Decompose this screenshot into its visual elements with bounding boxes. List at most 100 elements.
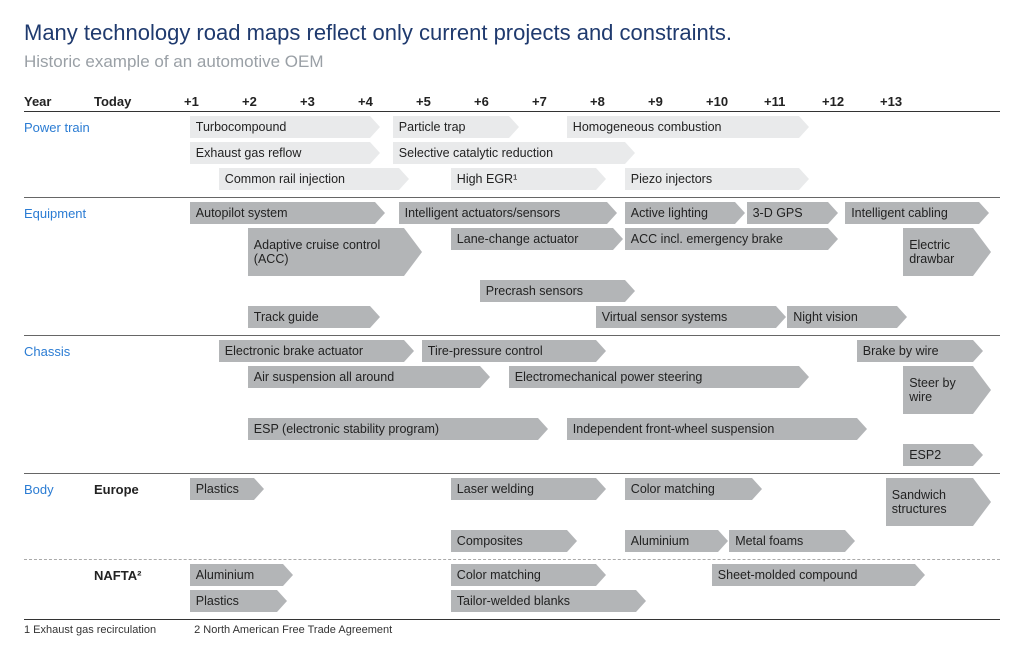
roadmap-bar: Plastics: [190, 478, 254, 500]
lane: Autopilot system Intelligent actuators/se…: [184, 202, 1000, 226]
subcategory-label: [94, 116, 184, 194]
subcategory-label: [94, 340, 184, 470]
roadmap-section: NAFTA² Aluminium Color matching Sheet-molde…: [24, 560, 1000, 619]
lane: Aluminium Color matching Sheet-molded comp…: [184, 564, 1000, 588]
lane: ESP2: [184, 444, 1000, 468]
roadmap-bar: Intelligent actuators/sensors: [399, 202, 608, 224]
page-subtitle: Historic example of an automotive OEM: [24, 52, 1000, 72]
subcategory-label: NAFTA²: [94, 564, 184, 616]
roadmap-bar: Air suspension all around: [248, 366, 480, 388]
roadmap-bar: Night vision: [787, 306, 897, 328]
roadmap-section: Power train Turbocompound Particle trap Hom…: [24, 112, 1000, 198]
roadmap-bar: Intelligent cabling: [845, 202, 978, 224]
lanes: Autopilot system Intelligent actuators/se…: [184, 202, 1000, 332]
roadmap-bar: Autopilot system: [190, 202, 376, 224]
category-label: Equipment: [24, 202, 94, 332]
category-label: [24, 564, 94, 616]
lane: ESP (electronic stability program) Indepe…: [184, 418, 1000, 442]
roadmap-bar: Precrash sensors: [480, 280, 625, 302]
roadmap-bar: Electromechanical power steering: [509, 366, 799, 388]
roadmap-chart: Year Today +1+2+3+4+5+6+7+8+9+10+11+12+1…: [24, 94, 1000, 636]
roadmap-bar: Common rail injection: [219, 168, 399, 190]
roadmap-bar: Electric drawbar: [903, 228, 973, 276]
roadmap-bar: Tire-pressure control: [422, 340, 596, 362]
page-title: Many technology road maps reflect only c…: [24, 20, 1000, 46]
roadmap-bar: Aluminium: [625, 530, 718, 552]
roadmap-bar: Sandwich structures: [886, 478, 973, 526]
lanes: Aluminium Color matching Sheet-molded comp…: [184, 564, 1000, 616]
roadmap-bar: 3-D GPS: [747, 202, 828, 224]
subcategory-label: [94, 202, 184, 332]
roadmap-bar: Composites: [451, 530, 567, 552]
year-tick: +12: [822, 94, 880, 109]
year-label: Year: [24, 94, 94, 109]
lanes: Electronic brake actuator Tire-pressure c…: [184, 340, 1000, 470]
roadmap-bar: Electronic brake actuator: [219, 340, 405, 362]
roadmap-bar: Active lighting: [625, 202, 735, 224]
category-label: Chassis: [24, 340, 94, 470]
roadmap-bar: Color matching: [625, 478, 753, 500]
lane: Air suspension all around Electromechanic…: [184, 366, 1000, 416]
lane: Turbocompound Particle trap Homogeneous co…: [184, 116, 1000, 140]
lane: Composites Aluminium Metal foams: [184, 530, 1000, 554]
roadmap-bar: High EGR¹: [451, 168, 596, 190]
roadmap-bar: ESP2: [903, 444, 973, 466]
lane: Plastics Tailor-welded blanks: [184, 590, 1000, 614]
roadmap-bar: Metal foams: [729, 530, 845, 552]
roadmap-bar: ACC incl. emergency brake: [625, 228, 828, 250]
year-tick: +2: [242, 94, 300, 109]
year-tick: +6: [474, 94, 532, 109]
category-label: Power train: [24, 116, 94, 194]
roadmap-bar: Color matching: [451, 564, 596, 586]
footnote-2: 2 North American Free Trade Agreement: [194, 624, 392, 636]
roadmap-bar: Selective catalytic reduction: [393, 142, 625, 164]
roadmap-bar: Piezo injectors: [625, 168, 799, 190]
roadmap-bar: Plastics: [190, 590, 277, 612]
lane: Electronic brake actuator Tire-pressure c…: [184, 340, 1000, 364]
lane: Precrash sensors: [184, 280, 1000, 304]
roadmap-section: BodyEurope Plastics Laser welding Color mat…: [24, 474, 1000, 560]
roadmap-bar: Tailor-welded blanks: [451, 590, 637, 612]
roadmap-bar: Independent front-wheel suspension: [567, 418, 857, 440]
lanes: Turbocompound Particle trap Homogeneous co…: [184, 116, 1000, 194]
lane: Common rail injection High EGR¹ Piezo inje…: [184, 168, 1000, 192]
lane: Exhaust gas reflow Selective catalytic re…: [184, 142, 1000, 166]
year-tick: +5: [416, 94, 474, 109]
year-tick: +8: [590, 94, 648, 109]
roadmap-bar: Steer by wire: [903, 366, 973, 414]
roadmap-bar: Lane-change actuator: [451, 228, 613, 250]
lane: Plastics Laser welding Color matching Sandw…: [184, 478, 1000, 528]
year-tick: +11: [764, 94, 822, 109]
year-tick: +9: [648, 94, 706, 109]
year-tick: +4: [358, 94, 416, 109]
year-tick: +13: [880, 94, 938, 109]
year-tick: +3: [300, 94, 358, 109]
roadmap-section: Chassis Electronic brake actuator Tire-pre…: [24, 336, 1000, 474]
roadmap-bar: Sheet-molded compound: [712, 564, 915, 586]
lane: Adaptive cruise control (ACC) Lane-change…: [184, 228, 1000, 278]
roadmap-sections: Power train Turbocompound Particle trap Hom…: [24, 112, 1000, 619]
roadmap-bar: Track guide: [248, 306, 370, 328]
roadmap-section: Equipment Autopilot system Intelligent act…: [24, 198, 1000, 336]
year-ticks: +1+2+3+4+5+6+7+8+9+10+11+12+13: [184, 94, 1000, 109]
roadmap-bar: Homogeneous combustion: [567, 116, 799, 138]
roadmap-bar: Exhaust gas reflow: [190, 142, 370, 164]
roadmap-bar: Brake by wire: [857, 340, 973, 362]
year-tick: +1: [184, 94, 242, 109]
roadmap-bar: Laser welding: [451, 478, 596, 500]
year-tick: +10: [706, 94, 764, 109]
roadmap-bar: Adaptive cruise control (ACC): [248, 228, 405, 276]
roadmap-bar: ESP (electronic stability program): [248, 418, 538, 440]
subcategory-label: Europe: [94, 478, 184, 556]
category-label: Body: [24, 478, 94, 556]
today-label: Today: [94, 94, 184, 109]
lane: Track guideVirtual sensor systemsNight v…: [184, 306, 1000, 330]
roadmap-bar: Particle trap: [393, 116, 509, 138]
lanes: Plastics Laser welding Color matching Sandw…: [184, 478, 1000, 556]
roadmap-bar: Turbocompound: [190, 116, 370, 138]
roadmap-bar: Aluminium: [190, 564, 283, 586]
year-tick: +7: [532, 94, 590, 109]
timeline-header: Year Today +1+2+3+4+5+6+7+8+9+10+11+12+1…: [24, 94, 1000, 112]
footnotes: 1 Exhaust gas recirculation 2 North Amer…: [24, 619, 1000, 636]
footnote-1: 1 Exhaust gas recirculation: [24, 624, 156, 636]
